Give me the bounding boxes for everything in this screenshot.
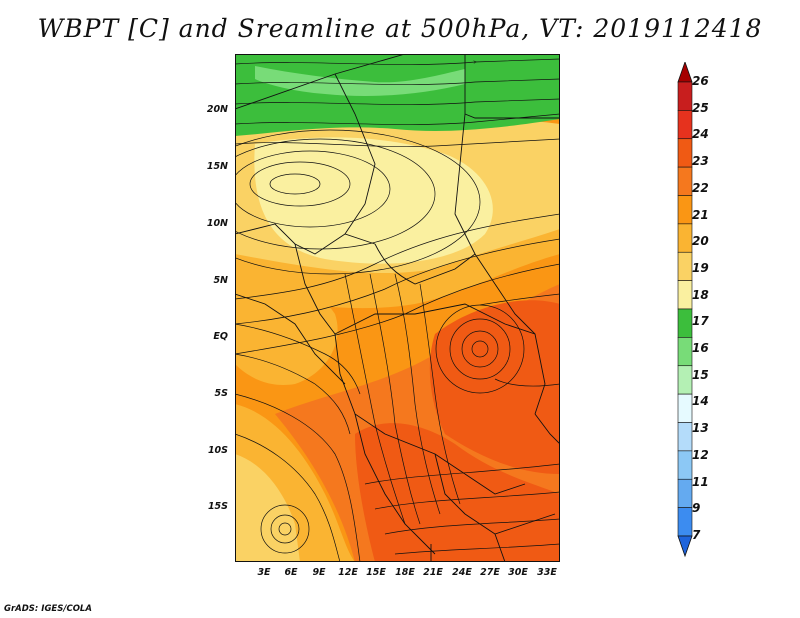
colorbar-label: 22 bbox=[692, 180, 709, 195]
colorbar-segment bbox=[677, 166, 693, 196]
colorbar-label: 20 bbox=[692, 234, 709, 249]
lon-label-12e: 12E bbox=[338, 567, 358, 578]
colorbar-label: 19 bbox=[692, 260, 709, 275]
lat-label-eq: EQ bbox=[213, 331, 228, 342]
lat-label-15s: 15S bbox=[207, 501, 228, 512]
lat-label-5n: 5N bbox=[213, 275, 228, 286]
colorbar-segment bbox=[677, 138, 693, 168]
lat-label-20n: 20N bbox=[206, 104, 228, 115]
lon-label-30e: 30E bbox=[508, 567, 528, 578]
colorbar-segment bbox=[677, 478, 693, 508]
colorbar-segment bbox=[677, 365, 693, 395]
colorbar-segment bbox=[677, 450, 693, 480]
colorbar-label: 16 bbox=[692, 341, 709, 356]
lon-label-33e: 33E bbox=[537, 567, 557, 578]
country-borders bbox=[235, 54, 560, 562]
colorbar-segment bbox=[677, 223, 693, 253]
colorbar-bottom-arrow bbox=[677, 535, 693, 558]
colorbar-segment bbox=[677, 110, 693, 140]
colorbar-segment bbox=[677, 251, 693, 281]
colorbar-label: 12 bbox=[692, 447, 709, 462]
streamlines bbox=[235, 58, 560, 562]
colorbar-label: 15 bbox=[692, 367, 709, 382]
footer-credit: GrADS: IGES/COLA bbox=[4, 604, 92, 614]
colorbar-label: 17 bbox=[692, 314, 709, 329]
colorbar-segment bbox=[677, 308, 693, 338]
lat-label-5s: 5S bbox=[214, 388, 228, 399]
lat-label-15n: 15N bbox=[206, 161, 228, 172]
colorbar-label: 21 bbox=[692, 207, 709, 222]
colorbar-label: 11 bbox=[692, 474, 709, 489]
colorbar bbox=[677, 62, 693, 558]
colorbar-label: 13 bbox=[692, 421, 709, 436]
colorbar-label: 24 bbox=[692, 127, 709, 142]
lon-label-18e: 18E bbox=[395, 567, 415, 578]
colorbar-label: 23 bbox=[692, 154, 709, 169]
colorbar-segment bbox=[677, 393, 693, 423]
map-title: WBPT [C] and Sreamline at 500hPa, VT: 20… bbox=[37, 14, 763, 43]
lat-label-10n: 10N bbox=[206, 218, 228, 229]
colorbar-label: 25 bbox=[692, 100, 709, 115]
colorbar-segment bbox=[677, 337, 693, 367]
colorbar-segment bbox=[677, 195, 693, 225]
colorbar-label: 9 bbox=[692, 501, 701, 516]
lon-label-27e: 27E bbox=[480, 567, 500, 578]
colorbar-segment bbox=[677, 81, 693, 111]
colorbar-label: 14 bbox=[692, 394, 709, 409]
temperature-field bbox=[235, 54, 560, 562]
lat-label-10s: 10S bbox=[207, 445, 228, 456]
lon-label-9e: 9E bbox=[312, 567, 326, 578]
colorbar-label: 18 bbox=[692, 287, 709, 302]
colorbar-top-arrow bbox=[677, 62, 693, 83]
lon-label-15e: 15E bbox=[366, 567, 386, 578]
lon-label-3e: 3E bbox=[257, 567, 271, 578]
colorbar-label: 26 bbox=[692, 74, 709, 88]
lon-label-21e: 21E bbox=[423, 567, 443, 578]
lon-label-6e: 6E bbox=[284, 567, 298, 578]
colorbar-segment bbox=[677, 507, 693, 537]
wbpt-map bbox=[235, 54, 560, 562]
map-border bbox=[235, 54, 560, 562]
colorbar-label: 7 bbox=[692, 528, 701, 542]
colorbar-segment bbox=[677, 280, 693, 310]
colorbar-segment bbox=[677, 422, 693, 452]
lon-label-24e: 24E bbox=[452, 567, 472, 578]
